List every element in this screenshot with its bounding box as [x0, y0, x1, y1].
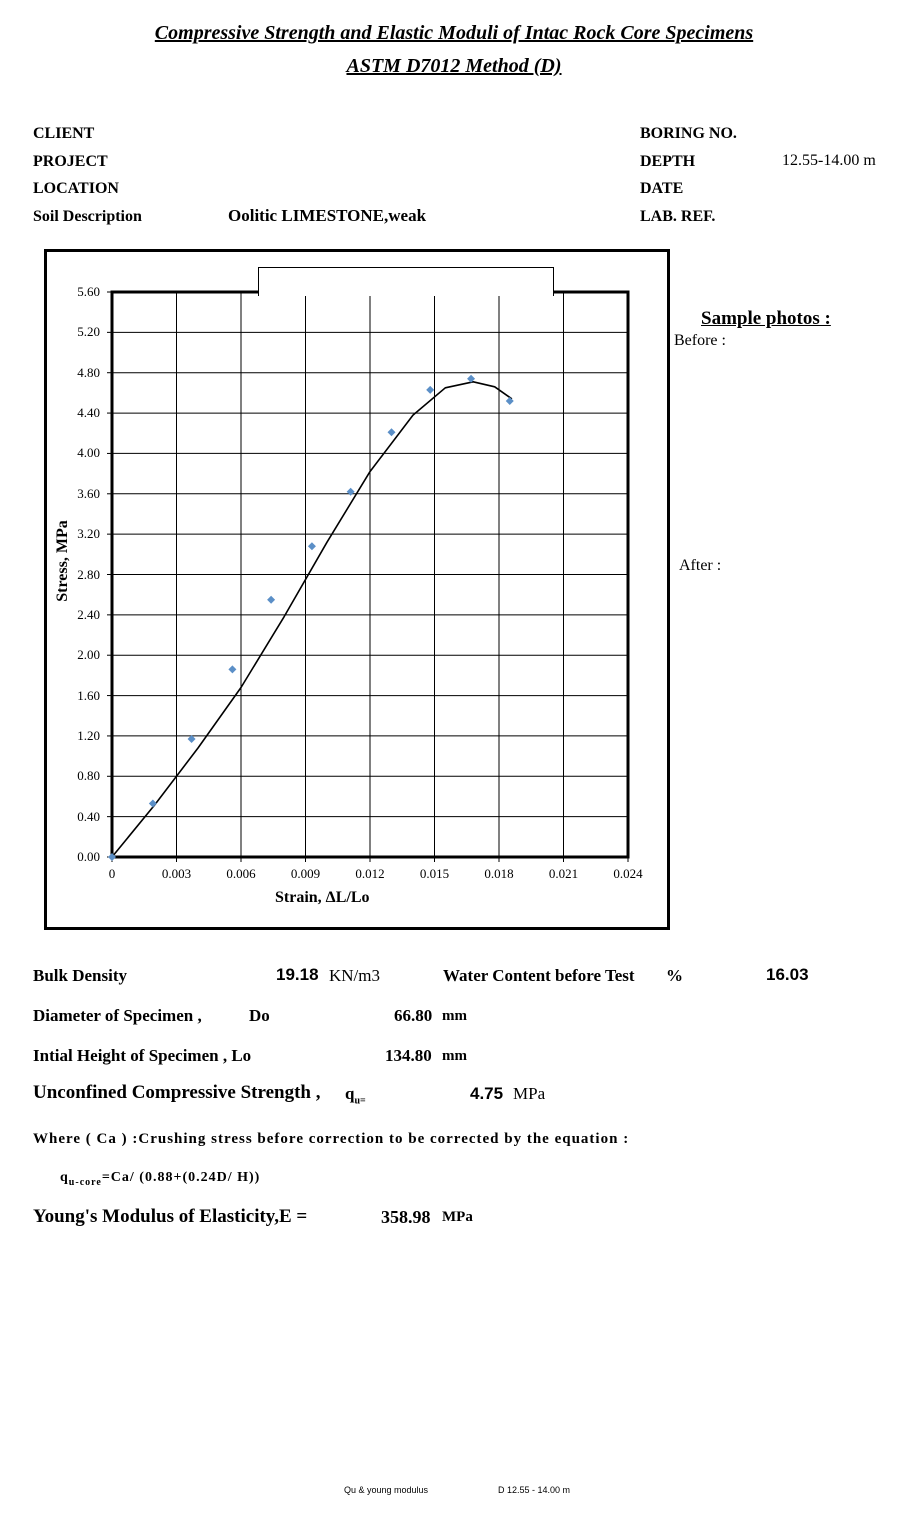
page-subtitle: ASTM D7012 Method (D) — [346, 55, 562, 77]
ucs-unit: MPa — [513, 1084, 546, 1103]
project-label: PROJECT — [33, 153, 108, 170]
data-point — [228, 665, 237, 674]
y-tick-label: 2.00 — [77, 647, 100, 663]
diameter-label: Diameter of Specimen , — [33, 1006, 202, 1025]
soil-description-value: Oolitic LIMESTONE,weak — [228, 206, 427, 225]
ucs-subscript: u= — [354, 1095, 366, 1107]
y-tick-label: 3.60 — [77, 485, 100, 501]
y-tick-label: 2.40 — [77, 606, 100, 622]
x-tick-label: 0.003 — [161, 866, 192, 881]
depth-value: 12.55-14.00 m — [782, 152, 876, 169]
bulk-density-label: Bulk Density — [33, 966, 127, 985]
photo-before-label: Before : — [674, 332, 726, 349]
footer-right: D 12.55 - 14.00 m — [498, 1485, 571, 1495]
boring-no-label: BORING NO. — [640, 125, 737, 142]
page-title: Compressive Strength and Elastic Moduli … — [154, 22, 754, 44]
y-tick-label: 4.40 — [77, 405, 100, 421]
chart-frame — [44, 249, 670, 930]
data-point — [387, 428, 396, 437]
diameter-symbol: Do — [249, 1006, 270, 1025]
young-modulus-unit: MPa — [442, 1209, 473, 1225]
data-point — [187, 734, 196, 743]
x-tick-label: 0.018 — [484, 866, 514, 881]
trendline — [111, 381, 513, 858]
x-axis-title: Strain, ΔL/Lo — [275, 889, 370, 906]
client-label: CLIENT — [33, 125, 95, 142]
data-point — [467, 374, 476, 383]
diameter-unit: mm — [442, 1008, 467, 1024]
x-tick-label: 0.024 — [613, 866, 643, 881]
ucs-value: 4.75 — [470, 1084, 504, 1103]
data-points-group — [108, 374, 514, 861]
x-tick-label: 0.009 — [290, 866, 321, 881]
height-value: 134.80 — [385, 1046, 432, 1065]
height-label: Intial Height of Specimen , Lo — [33, 1046, 252, 1065]
data-point — [505, 396, 514, 405]
date-label: DATE — [640, 180, 684, 197]
lab-ref-label: LAB. REF. — [640, 208, 716, 225]
data-point — [426, 385, 435, 394]
bulk-density-unit: KN/m3 — [329, 966, 380, 985]
chart-grid — [107, 290, 630, 862]
water-content-pct: % — [666, 966, 683, 985]
soil-description-label: Soil Description — [33, 208, 142, 225]
data-point — [267, 595, 276, 604]
bulk-density-value: 19.18 — [276, 965, 319, 984]
correction-equation: qu-core=Ca/ (0.88+(0.24D/ H)) — [60, 1170, 261, 1188]
photo-after-label: After : — [679, 557, 722, 574]
legend-box — [258, 267, 554, 296]
data-point — [346, 487, 355, 496]
where-text: Where ( Ca ) :Crushing stress before cor… — [33, 1131, 630, 1147]
x-tick-label: 0.015 — [419, 866, 450, 881]
y-tick-label: 0.40 — [77, 808, 100, 824]
y-tick-label: 0.00 — [77, 849, 100, 864]
y-tick-label: 0.80 — [77, 768, 100, 784]
y-tick-label: 5.60 — [77, 284, 100, 299]
stress-strain-chart — [107, 290, 630, 862]
trendline-group — [111, 381, 513, 858]
x-tick-label: 0 — [108, 866, 116, 881]
sample-photos-heading: Sample photos : — [701, 308, 831, 329]
y-tick-label: 1.60 — [77, 687, 100, 703]
x-tick-label: 0.012 — [355, 866, 385, 881]
y-tick-label: 4.80 — [77, 364, 100, 380]
y-tick-label: 3.20 — [77, 526, 100, 542]
footer-left: Qu & young modulus — [344, 1485, 429, 1495]
height-unit: mm — [442, 1048, 467, 1064]
ucs-symbol: qu= — [345, 1084, 366, 1107]
water-content-label: Water Content before Test — [443, 966, 635, 985]
y-tick-label: 4.00 — [77, 445, 100, 461]
water-content-value: 16.03 — [766, 965, 809, 984]
x-tick-label: 0.006 — [226, 866, 256, 881]
y-tick-label: 5.20 — [77, 324, 100, 340]
data-point — [148, 799, 157, 808]
location-label: LOCATION — [33, 180, 119, 197]
depth-label: DEPTH — [640, 153, 696, 170]
data-point — [307, 542, 316, 551]
data-point — [108, 853, 116, 861]
y-tick-label: 1.20 — [77, 727, 100, 743]
y-axis-title: Stress, MPa — [54, 520, 71, 602]
x-tick-label: 0.021 — [548, 866, 579, 881]
diameter-value: 66.80 — [394, 1006, 433, 1025]
young-modulus-value: 358.98 — [381, 1207, 431, 1227]
young-modulus-label: Young's Modulus of Elasticity,E = — [33, 1206, 308, 1227]
ucs-label: Unconfined Compressive Strength , — [33, 1082, 321, 1103]
y-tick-label: 2.80 — [77, 566, 100, 582]
